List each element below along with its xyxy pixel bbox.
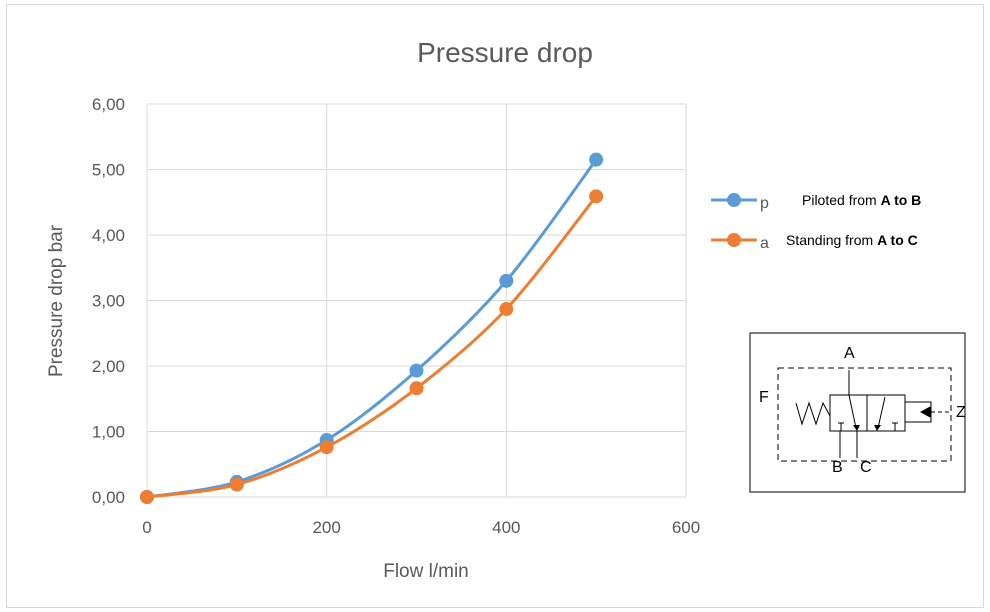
grid (146, 103, 687, 498)
chart-frame (6, 4, 984, 608)
legend: p Piloted from A to B a Standing from A to … (711, 192, 921, 252)
port-label-f: F (759, 389, 769, 406)
legend-item-a: a Standing from A to C (711, 232, 918, 252)
y-tick-label: 0,00 (92, 488, 125, 507)
x-tick-label: 400 (492, 518, 520, 537)
pilot-triangle-icon (920, 406, 931, 418)
data-point-a (229, 477, 244, 492)
data-point-a (409, 381, 424, 396)
y-tick-labels: 0,00 1,00 2,00 3,00 4,00 5,00 6,00 (92, 95, 125, 507)
data-point-a (140, 490, 154, 504)
series-line-a (146, 195, 598, 499)
legend-marker (727, 193, 741, 207)
series-a (140, 189, 604, 504)
legend-key-label: p (760, 195, 769, 212)
port-label-a: A (844, 345, 855, 362)
legend-marker (727, 233, 741, 247)
y-tick-label: 3,00 (92, 292, 125, 311)
data-point-p (409, 363, 424, 378)
valve-symbol: A F Z B C (749, 332, 966, 493)
series-line-p (146, 158, 598, 499)
series-p (140, 152, 604, 504)
data-point-p (589, 152, 604, 167)
y-tick-label: 5,00 (92, 161, 125, 180)
flow-arrow-2-head (874, 425, 881, 431)
port-label-c: C (860, 459, 872, 476)
spring-icon (795, 401, 831, 426)
legend-description: Standing from A to C (786, 232, 918, 248)
y-tick-label: 4,00 (92, 226, 125, 245)
x-tick-label: 600 (672, 518, 700, 537)
legend-item-p: p Piloted from A to B (711, 192, 921, 212)
x-tick-label: 0 (142, 518, 151, 537)
pilot-dashed-frame (777, 367, 952, 462)
data-point-a (319, 440, 334, 455)
y-axis-title: Pressure drop bar (46, 224, 67, 377)
data-point-p (499, 273, 514, 288)
x-axis-title: Flow l/min (383, 561, 469, 582)
x-tick-label: 200 (312, 518, 340, 537)
flow-arrow-1-head (853, 425, 860, 431)
data-point-a (589, 189, 604, 204)
y-tick-label: 6,00 (92, 95, 125, 114)
port-label-b: B (832, 459, 843, 476)
flow-arrow-2 (877, 396, 886, 429)
series-layer (140, 152, 604, 504)
chart-title: Pressure drop (417, 37, 593, 68)
legend-key-label: a (760, 235, 769, 252)
x-tick-labels: 0 200 400 600 (142, 518, 700, 537)
flow-arrow-1 (848, 394, 857, 429)
port-label-z: Z (956, 404, 966, 421)
y-tick-label: 2,00 (92, 357, 125, 376)
legend-description: Piloted from A to B (802, 192, 921, 208)
data-point-a (499, 302, 514, 317)
y-tick-label: 1,00 (92, 423, 125, 442)
